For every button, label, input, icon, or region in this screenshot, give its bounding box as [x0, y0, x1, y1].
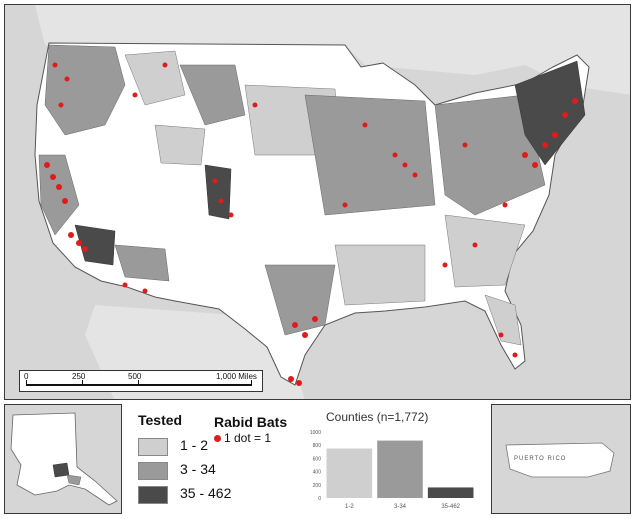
y-tick-label: 0 [318, 496, 321, 502]
swatch-1-2 [138, 438, 168, 456]
puerto-rico-label: PUERTO RICO [514, 456, 567, 462]
scale-label-0: 0 [24, 372, 29, 381]
puerto-rico-land [505, 442, 615, 478]
chart-svg: 0 200 400 600 800 1000 1-2 3-34 35-462 [310, 430, 474, 510]
bar-35-462 [427, 487, 474, 498]
swatch-35-462 [138, 486, 168, 504]
scale-label-250: 250 [72, 372, 86, 381]
rabid-bats-title: Rabid Bats [214, 414, 288, 430]
x-tick-label: 1-2 [345, 504, 354, 510]
county-shading [38, 44, 586, 346]
alaska-county [66, 474, 82, 486]
x-tick-label: 3-34 [394, 504, 407, 510]
us-map-svg [34, 5, 630, 399]
red-dot-icon [214, 435, 221, 442]
chart-title: Counties (n=1,772) [326, 410, 429, 424]
bar-1-2 [326, 448, 373, 498]
dot-key: 1 dot = 1 [214, 431, 271, 445]
y-tick-label: 800 [313, 443, 322, 449]
scale-label-1000: 1,000 Miles [216, 372, 257, 381]
contiguous-us-map: 0 250 500 1,000 Miles [4, 4, 631, 400]
canada-land [35, 5, 630, 95]
alaska-land [10, 412, 118, 506]
scale-tick [251, 380, 252, 386]
scale-tick [26, 380, 27, 386]
y-tick-label: 400 [313, 470, 322, 476]
rabid-bat-dots [44, 62, 578, 386]
bar-3-34 [377, 440, 423, 498]
scale-tick [138, 380, 139, 386]
swatch-label-1-2: 1 - 2 [180, 437, 209, 453]
scale-tick [82, 380, 83, 386]
alaska-inset [4, 404, 122, 514]
puerto-rico-svg [505, 442, 615, 478]
y-tick-label: 200 [313, 483, 322, 489]
dot-key-label: 1 dot = 1 [224, 431, 272, 445]
y-tick-label: 1000 [310, 430, 321, 436]
scale-line [26, 384, 252, 386]
alaska-county [52, 462, 70, 478]
swatch-label-3-34: 3 - 34 [180, 461, 216, 477]
scale-label-500: 500 [128, 372, 142, 381]
counties-bar-chart: Counties (n=1,772) 0 200 400 600 800 1000 1-2 3… [300, 406, 482, 514]
x-tick-label: 35-462 [441, 504, 460, 510]
tested-title: Tested [138, 412, 183, 428]
swatch-label-35-462: 35 - 462 [180, 485, 232, 501]
alaska-svg [10, 412, 118, 506]
puerto-rico-inset: PUERTO RICO [491, 404, 631, 514]
legend-panel: Tested Rabid Bats 1 dot = 1 1 - 2 3 - 34… [130, 404, 485, 516]
scale-bar: 0 250 500 1,000 Miles [19, 370, 263, 392]
swatch-3-34 [138, 462, 168, 480]
y-tick-label: 600 [313, 456, 322, 462]
